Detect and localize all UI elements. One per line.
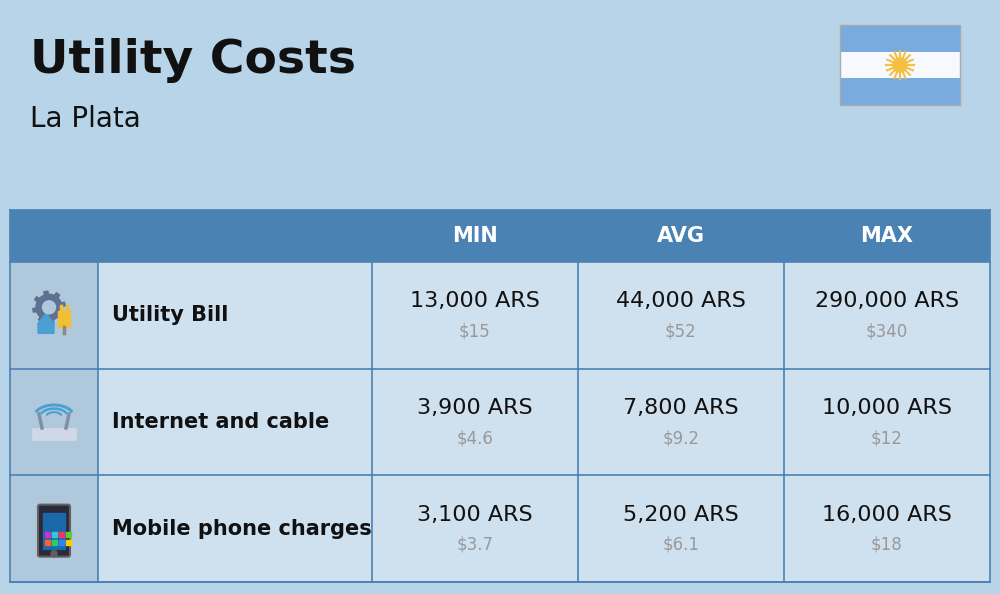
Text: AVG: AVG — [657, 226, 705, 246]
Text: $12: $12 — [871, 429, 903, 447]
FancyBboxPatch shape — [38, 505, 70, 557]
Bar — [10, 210, 990, 262]
Text: Utility Bill: Utility Bill — [112, 305, 228, 326]
Text: 7,800 ARS: 7,800 ARS — [623, 398, 739, 418]
Text: La Plata: La Plata — [30, 105, 141, 133]
Circle shape — [51, 551, 57, 557]
Bar — [43, 513, 65, 549]
Bar — [98, 262, 990, 369]
Bar — [840, 25, 960, 105]
Text: 3,100 ARS: 3,100 ARS — [417, 505, 533, 525]
Text: $52: $52 — [665, 323, 697, 340]
Bar — [66, 540, 71, 545]
Text: $4.6: $4.6 — [457, 429, 493, 447]
Text: 13,000 ARS: 13,000 ARS — [410, 291, 540, 311]
Bar — [45, 540, 50, 545]
Polygon shape — [38, 313, 54, 333]
Bar — [98, 475, 990, 582]
Bar — [98, 369, 990, 475]
Text: 290,000 ARS: 290,000 ARS — [815, 291, 959, 311]
Bar — [10, 475, 98, 582]
Bar — [840, 25, 960, 105]
Text: $6.1: $6.1 — [662, 536, 700, 554]
Bar — [840, 25, 960, 52]
Text: MAX: MAX — [860, 226, 914, 246]
Text: $9.2: $9.2 — [662, 429, 700, 447]
Text: Utility Costs: Utility Costs — [30, 38, 356, 83]
Text: $3.7: $3.7 — [456, 536, 494, 554]
Circle shape — [893, 58, 907, 72]
Circle shape — [42, 301, 56, 314]
Bar — [52, 540, 57, 545]
Text: 5,200 ARS: 5,200 ARS — [623, 505, 739, 525]
Bar — [32, 428, 76, 440]
Text: 3,900 ARS: 3,900 ARS — [417, 398, 533, 418]
Text: $340: $340 — [866, 323, 908, 340]
Bar — [10, 262, 98, 369]
Text: $15: $15 — [459, 323, 491, 340]
Bar — [52, 532, 57, 536]
Text: 16,000 ARS: 16,000 ARS — [822, 505, 952, 525]
Text: MIN: MIN — [452, 226, 498, 246]
Text: Mobile phone charges: Mobile phone charges — [112, 519, 372, 539]
Bar — [45, 532, 50, 536]
Bar — [58, 311, 70, 327]
Polygon shape — [33, 291, 65, 324]
Text: 44,000 ARS: 44,000 ARS — [616, 291, 746, 311]
Text: $18: $18 — [871, 536, 903, 554]
Bar — [59, 532, 64, 536]
Text: 10,000 ARS: 10,000 ARS — [822, 398, 952, 418]
Bar — [59, 540, 64, 545]
Bar — [840, 78, 960, 105]
Bar — [10, 369, 98, 475]
Bar — [66, 532, 71, 536]
Text: Internet and cable: Internet and cable — [112, 412, 329, 432]
